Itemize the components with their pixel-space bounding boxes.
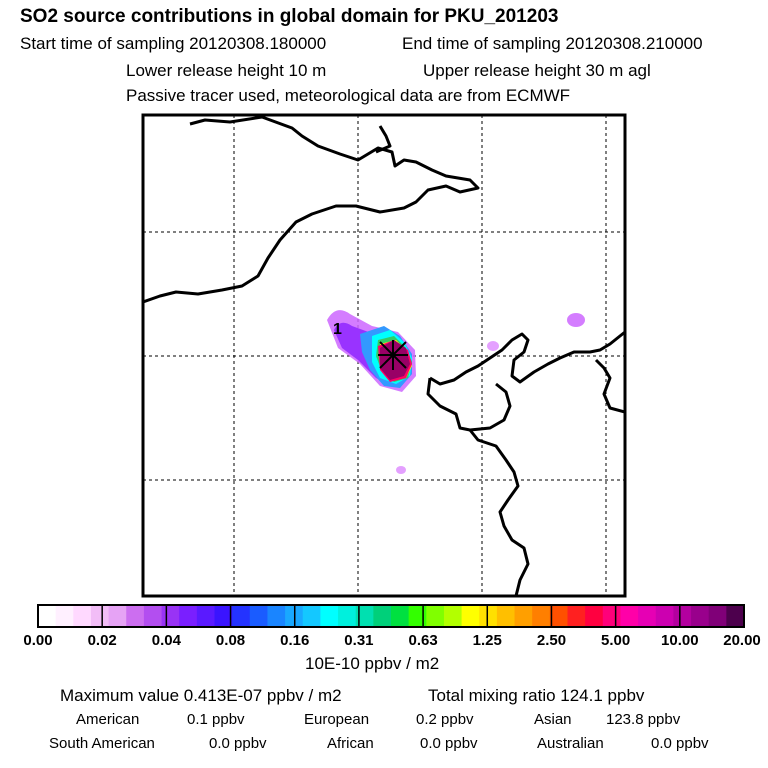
colorbar-cell <box>373 605 392 627</box>
plume-spot-east <box>567 313 585 327</box>
colorbar-cell <box>55 605 74 627</box>
colorbar-cell <box>320 605 339 627</box>
plume-spot-south <box>396 466 406 474</box>
colorbar-cell <box>408 605 427 627</box>
end-time-label: End time of sampling 20120308.210000 <box>402 34 703 53</box>
total-mixing-ratio-label: Total mixing ratio 124.1 ppbv <box>428 686 645 705</box>
colorbar-tick-label: 0.63 <box>408 632 438 649</box>
coastline-peninsula <box>429 330 625 386</box>
asian-value: 123.8 ppbv <box>606 711 681 728</box>
plume-spot-bay <box>487 341 499 351</box>
colorbar-tick-label: 0.16 <box>280 632 310 649</box>
south-american-value: 0.0 ppbv <box>209 735 267 752</box>
colorbar-cell <box>496 605 516 627</box>
colorbar-cell <box>338 605 357 627</box>
asian-label: Asian <box>534 711 572 728</box>
colorbar-cell <box>73 605 92 627</box>
colorbar-tick-label: 5.00 <box>601 632 631 649</box>
south-american-label: South American <box>49 735 155 752</box>
colorbar-tick-label: 10.00 <box>661 632 699 649</box>
colorbar-tick-label: 0.04 <box>151 632 181 649</box>
colorbar-cell <box>532 605 551 627</box>
upper-release-height-label: Upper release height 30 m agl <box>423 61 651 80</box>
concentration-plume <box>327 310 585 474</box>
colorbar-cell <box>108 605 127 627</box>
colorbar-cell <box>585 605 604 627</box>
colorbar-cell <box>267 605 286 627</box>
maximum-value-label: Maximum value 0.413E-07 ppbv / m2 <box>60 686 342 705</box>
colorbar-cell <box>143 605 163 627</box>
coastline-south <box>468 429 530 596</box>
coastline-north <box>143 115 480 304</box>
colorbar-frame <box>37 604 745 628</box>
european-label: European <box>304 711 370 728</box>
release-number-label: 1 <box>333 321 342 338</box>
colorbar-cell <box>567 605 586 627</box>
coastline-island-ne <box>375 125 392 154</box>
coastline-korea <box>594 358 625 414</box>
american-value: 0.1 ppbv <box>187 711 245 728</box>
lower-release-height-label: Lower release height 10 m <box>126 61 327 80</box>
african-label: African <box>327 735 374 752</box>
colorbar-cell <box>549 605 568 627</box>
colorbar-tick-label: 0.00 <box>23 632 53 649</box>
colorbar-cell <box>249 605 268 627</box>
colorbar-cell <box>514 605 533 627</box>
colorbar-cell <box>38 605 57 627</box>
start-time-label: Start time of sampling 20120308.180000 <box>20 34 327 53</box>
colorbar-tick-label: 0.31 <box>344 632 374 649</box>
colorbar-cell <box>461 605 480 627</box>
colorbar-cell <box>232 605 251 627</box>
coastlines <box>143 115 625 596</box>
african-value: 0.0 ppbv <box>420 735 478 752</box>
colorbar-cell <box>214 605 233 627</box>
colorbar-cell <box>479 605 498 627</box>
colorbar-units-label: 10E-10 ppbv / m2 <box>305 654 440 673</box>
colorbar-tick-label: 0.08 <box>215 632 246 649</box>
colorbar-tick-label: 20.00 <box>723 632 761 649</box>
release-site-marker <box>378 340 408 370</box>
european-value: 0.2 ppbv <box>416 711 474 728</box>
colorbar-cell <box>708 605 727 627</box>
colorbar-cell <box>90 605 110 627</box>
colorbar-cell <box>196 605 215 627</box>
colorbar-tick-label: 0.02 <box>87 632 117 649</box>
colorbar-cell <box>179 605 198 627</box>
colorbar-cell <box>620 605 639 627</box>
colorbar-cell <box>638 605 657 627</box>
colorbar-cell <box>602 605 621 627</box>
colorbar-cell <box>691 605 710 627</box>
colorbar-cell <box>655 605 674 627</box>
map-frame <box>141 113 627 598</box>
tracer-info-label: Passive tracer used, meteorological data… <box>126 86 571 105</box>
colorbar-cell <box>443 605 463 627</box>
colorbar-cell <box>126 605 145 627</box>
colorbar-cell <box>161 605 180 627</box>
colorbar-cell <box>426 605 445 627</box>
colorbar-tick-label: 2.50 <box>536 632 567 649</box>
australian-label: Australian <box>537 735 604 752</box>
plot-title: SO2 source contributions in global domai… <box>20 6 559 27</box>
colorbar-cell <box>391 605 410 627</box>
colorbar-cell <box>302 605 321 627</box>
american-label: American <box>76 711 140 728</box>
colorbar-cell <box>673 605 692 627</box>
colorbar-cell <box>355 605 374 627</box>
colorbar-cell <box>726 605 745 627</box>
colorbar-tick-label: 1.25 <box>472 632 502 649</box>
australian-value: 0.0 ppbv <box>651 735 709 752</box>
